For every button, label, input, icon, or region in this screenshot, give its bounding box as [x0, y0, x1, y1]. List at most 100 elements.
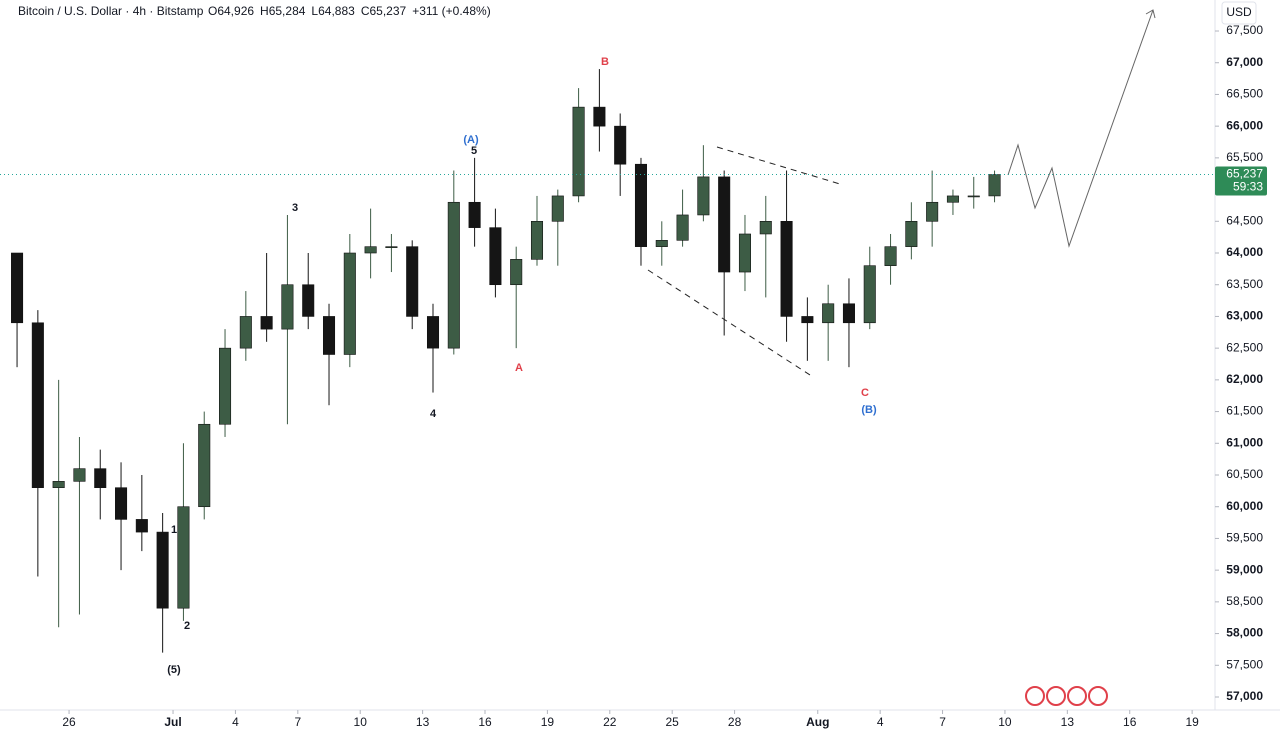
- x-tick-label: 26: [62, 715, 76, 729]
- x-tick-label: 4: [232, 715, 239, 729]
- projection-arrowhead: [1145, 9, 1156, 19]
- x-tick-label: 19: [1185, 715, 1199, 729]
- candle-body: [822, 303, 835, 324]
- y-tick-label: 60,500: [1226, 467, 1263, 481]
- candle-body: [156, 531, 169, 609]
- x-tick-label: 10: [354, 715, 368, 729]
- x-tick-label: 7: [294, 715, 301, 729]
- candle-body: [738, 233, 751, 273]
- candle-body: [489, 227, 502, 286]
- y-tick-label: 58,500: [1226, 594, 1263, 608]
- candle-body: [510, 259, 523, 286]
- x-tick-label: Aug: [806, 715, 829, 729]
- y-tick-label: 59,000: [1226, 562, 1263, 576]
- candle-body: [115, 487, 128, 520]
- x-tick-label: 25: [666, 715, 680, 729]
- candle-body: [801, 316, 814, 324]
- candle-body: [135, 519, 148, 533]
- currency[interactable]: USD: [1226, 5, 1252, 19]
- candle-body: [614, 125, 627, 165]
- y-tick-label: 66,500: [1226, 87, 1263, 101]
- wave-label: A: [515, 362, 523, 374]
- y-tick-label: 61,500: [1226, 404, 1263, 418]
- candle-body: [842, 303, 855, 324]
- candle-body: [219, 347, 232, 425]
- candle-body: [634, 163, 648, 247]
- wave-label: 4: [430, 408, 437, 420]
- x-tick-label: 7: [939, 715, 946, 729]
- event-icon[interactable]: [1046, 686, 1066, 706]
- candle-body: [31, 322, 44, 488]
- currency-button[interactable]: [1221, 1, 1257, 25]
- candle-body: [281, 284, 294, 330]
- candle-body: [697, 176, 710, 216]
- x-tick-label: 22: [603, 715, 617, 729]
- wave-label: 3: [292, 202, 298, 214]
- candle-body: [239, 316, 252, 349]
- y-tick-label: 59,500: [1226, 531, 1263, 545]
- candle-body: [447, 201, 460, 349]
- wave-label: (5): [167, 664, 181, 676]
- candle-body: [946, 195, 959, 203]
- x-tick-label: 4: [877, 715, 884, 729]
- y-tick-label: 57,500: [1226, 657, 1263, 671]
- candle-body: [322, 316, 336, 355]
- candle-body: [551, 195, 564, 222]
- x-tick-label: 19: [541, 715, 555, 729]
- y-tick-label: 65,500: [1226, 150, 1263, 164]
- y-tick-label: 58,000: [1226, 626, 1263, 640]
- wave-label: 2: [184, 620, 190, 632]
- price-label-box: [1215, 166, 1267, 196]
- candle-body: [926, 201, 939, 222]
- y-tick-label: 67,500: [1226, 23, 1263, 37]
- candle-body: [905, 220, 918, 247]
- projection-path: [1007, 9, 1154, 248]
- header-value: O64,926: [208, 4, 254, 18]
- drawings: [647, 9, 1156, 376]
- candle-body: [198, 423, 211, 508]
- candle-body: [11, 252, 24, 324]
- header: Bitcoin / U.S. Dollar · 4h · Bitstamp O6…: [18, 4, 491, 18]
- last-price: 65,237: [1226, 167, 1263, 181]
- candle-body: [863, 265, 876, 324]
- wave-label: (B): [861, 404, 877, 416]
- y-tick-label: 62,000: [1226, 372, 1263, 386]
- event-icon[interactable]: [1088, 686, 1108, 706]
- event-icons: [1025, 686, 1108, 706]
- candle-body: [177, 506, 190, 609]
- header-value: +311 (+0.48%): [412, 4, 491, 18]
- candle-body: [593, 106, 606, 127]
- candle-body: [406, 246, 419, 317]
- y-tick-label: 57,000: [1226, 689, 1263, 703]
- event-icon[interactable]: [1067, 686, 1087, 706]
- countdown: 59:33: [1233, 180, 1263, 194]
- candle-body: [884, 246, 897, 266]
- wave-label: 5: [471, 145, 477, 157]
- wave-label: B: [601, 56, 609, 68]
- y-tick-label: 61,000: [1226, 435, 1263, 449]
- header-value: H65,284: [260, 4, 306, 18]
- candle-body: [94, 468, 107, 488]
- header-value: L64,883: [311, 4, 355, 18]
- header-value: C65,237: [361, 4, 407, 18]
- candle-body: [676, 214, 689, 241]
- candle-body: [343, 252, 356, 355]
- event-icon[interactable]: [1025, 686, 1045, 706]
- candle-body: [780, 220, 793, 317]
- x-tick-label: 10: [998, 715, 1012, 729]
- x-tick-label: 13: [416, 715, 430, 729]
- y-tick-label: 62,500: [1226, 340, 1263, 354]
- candle-body: [967, 195, 980, 198]
- symbol-title: Bitcoin / U.S. Dollar · 4h · Bitstamp: [18, 4, 204, 18]
- x-tick-label: 16: [1123, 715, 1137, 729]
- wave-label: (A): [463, 134, 479, 146]
- candle-body: [385, 246, 398, 248]
- wave-label: 1: [171, 524, 177, 536]
- candle-body: [73, 468, 86, 482]
- candle-body: [759, 220, 772, 235]
- candle-body: [718, 176, 731, 273]
- candle-body: [655, 240, 668, 247]
- x-tick-label: 16: [478, 715, 492, 729]
- candle-body: [52, 481, 65, 488]
- y-tick-label: 60,000: [1226, 499, 1263, 513]
